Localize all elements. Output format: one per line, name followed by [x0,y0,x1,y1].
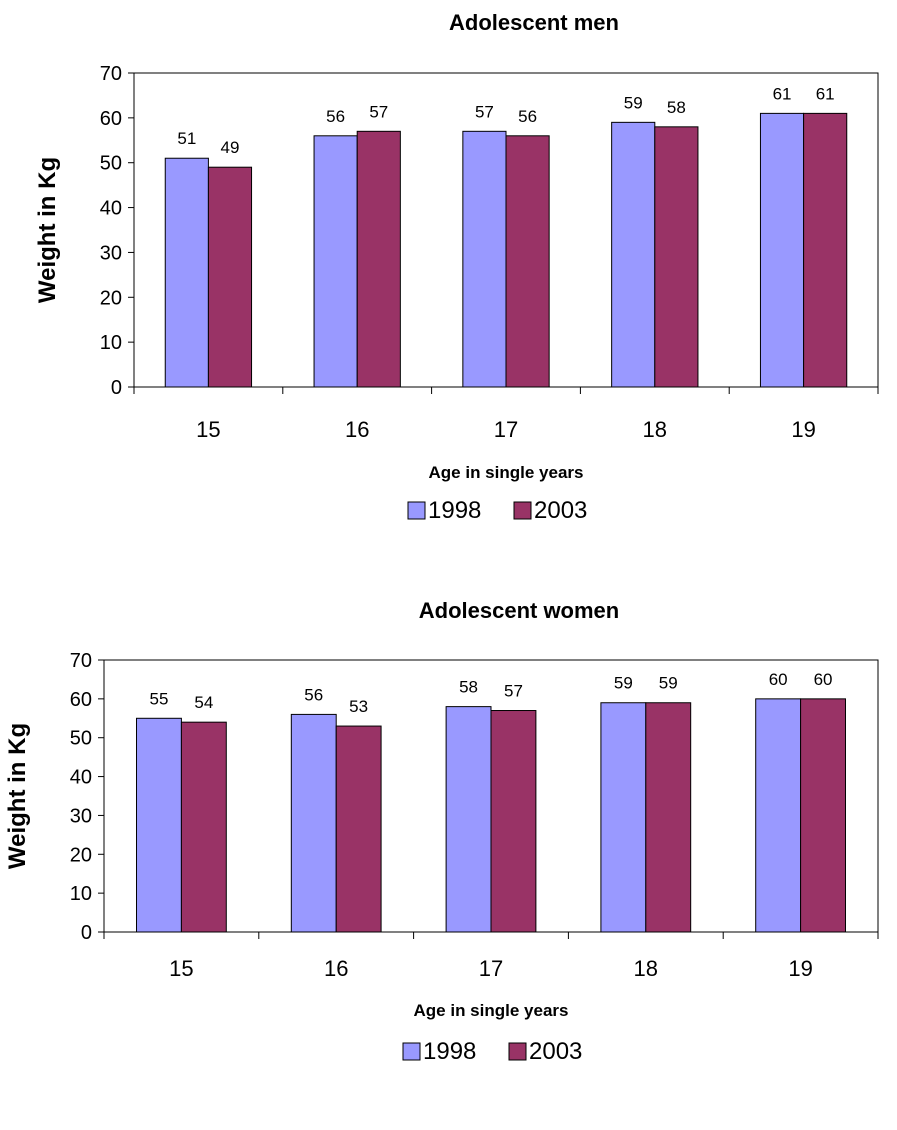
data-label: 55 [149,689,168,708]
legend-swatch-2003 [508,1042,527,1061]
data-label: 60 [814,670,833,689]
chart-title: Adolescent women [419,598,619,623]
y-tick-label: 20 [100,287,122,309]
bar-2003 [654,126,699,388]
legend-swatch-2003 [513,501,532,520]
x-tick-label: 18 [634,956,658,981]
bar-2003 [335,725,382,933]
bar-1998 [462,130,507,388]
y-tick-label: 70 [70,650,92,672]
x-tick-label: 19 [791,417,815,442]
bar-1998 [313,135,358,388]
data-label: 51 [177,129,196,148]
data-label: 59 [659,674,678,693]
legend-label-1998: 1998 [423,1038,476,1065]
x-tick-label: 18 [643,417,667,442]
chart-adolescent-women: Adolescent women 0 10 20 30 40 50 60 70 Weight in… [4,598,879,1065]
x-tick-label: 15 [169,956,193,981]
x-axis-label: Age in single years [414,1001,569,1020]
legend-label-2003: 2003 [529,1038,582,1065]
legend: 1998 2003 [407,497,587,524]
y-tick-label: 60 [100,108,122,130]
bar-1998 [600,702,647,933]
bar-2003 [207,166,253,388]
y-tick-label: 70 [100,63,122,85]
legend-swatch-1998 [407,501,426,520]
chart-adolescent-men: Adolescent men 0 10 20 30 40 50 60 70 Weight in K… [34,10,879,524]
data-label: 59 [614,674,633,693]
y-axis-label: Weight in Kg [34,157,61,303]
bar-1998 [759,112,805,388]
y-tick-label: 30 [70,805,92,827]
legend-swatch-1998 [402,1042,421,1061]
y-tick-label: 50 [70,728,92,750]
x-tick-label: 15 [196,417,220,442]
y-tick-label: 0 [81,922,92,944]
bar-1998 [611,121,656,388]
y-tick-label: 10 [70,883,92,905]
legend-label-1998: 1998 [428,497,481,524]
data-label: 61 [773,84,792,103]
y-tick-label: 20 [70,844,92,866]
data-label: 56 [326,107,345,126]
y-tick-label: 60 [70,689,92,711]
data-label: 49 [221,138,240,157]
x-tick-label: 16 [345,417,369,442]
data-label: 56 [304,685,323,704]
bar-2003 [356,130,401,388]
y-tick-label: 50 [100,153,122,175]
bar-2003 [490,710,537,933]
x-tick-label: 16 [324,956,348,981]
y-tick-label: 10 [100,332,122,354]
x-tick-label: 17 [494,417,518,442]
bar-2003 [800,698,846,933]
data-label: 58 [667,98,686,117]
x-axis-label: Age in single years [429,463,584,482]
chart-title: Adolescent men [449,10,619,35]
y-tick-label: 40 [100,198,122,220]
x-tick-label: 17 [479,956,503,981]
data-label: 56 [518,107,537,126]
data-label: 60 [769,670,788,689]
x-tick-label: 19 [788,956,812,981]
y-axis-label: Weight in Kg [4,723,31,869]
bar-1998 [136,717,182,933]
bar-1998 [755,698,802,933]
legend: 1998 2003 [402,1038,582,1065]
data-label: 58 [459,678,478,697]
bar-2003 [180,721,227,933]
data-label: 57 [475,102,494,121]
data-label: 57 [504,682,523,701]
data-label: 61 [816,84,835,103]
legend-label-2003: 2003 [534,497,587,524]
data-label: 53 [349,697,368,716]
bar-1998 [445,706,492,933]
bar-2003 [645,702,692,933]
y-tick-label: 40 [70,767,92,789]
data-label: 54 [194,693,213,712]
data-label: 59 [624,93,643,112]
data-label: 57 [369,102,388,121]
y-tick-label: 0 [111,377,122,399]
y-tick-label: 30 [100,242,122,264]
bar-1998 [290,713,337,933]
bar-2003 [505,135,550,388]
bar-1998 [164,157,209,388]
bar-2003 [803,112,848,388]
